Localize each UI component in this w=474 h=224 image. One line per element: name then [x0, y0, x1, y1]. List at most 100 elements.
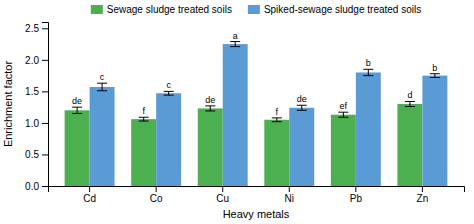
error-bar: [363, 69, 373, 75]
tick-mark: [89, 186, 90, 192]
tick: Ni: [285, 186, 294, 204]
tick: 0.5: [25, 149, 48, 160]
tick-label: Cd: [83, 193, 96, 204]
error-line: [276, 118, 277, 122]
bar: [422, 76, 447, 186]
tick: Co: [150, 186, 163, 204]
error-line: [143, 117, 144, 121]
tick-label: 1.0: [25, 118, 39, 129]
bar: [223, 44, 248, 186]
error-cap: [97, 83, 107, 84]
tick: Cu: [216, 186, 229, 204]
tick-label: 2.5: [25, 23, 39, 34]
y-axis-title: Enrichment factor: [2, 61, 14, 148]
error-cap: [405, 106, 415, 107]
error-cap: [205, 110, 215, 111]
error-line: [301, 105, 302, 110]
error-cap: [297, 105, 307, 106]
tick-mark: [42, 60, 48, 61]
tick-mark: [355, 186, 356, 192]
error-line: [77, 107, 78, 113]
tick-label: 0.5: [25, 149, 39, 160]
bar: [264, 120, 289, 186]
error-cap: [272, 117, 282, 118]
annotation: f: [142, 106, 145, 116]
annotation: de: [205, 95, 215, 105]
bar: [289, 108, 314, 186]
tick-mark: [222, 186, 223, 192]
error-bar: [164, 91, 174, 95]
error-line: [409, 101, 410, 106]
error-cap: [139, 121, 149, 122]
error-cap: [230, 41, 240, 42]
tick-mark: [289, 186, 290, 192]
tick-label: 1.5: [25, 86, 39, 97]
tick-mark: [422, 186, 423, 192]
plot-area: 0.00.51.01.52.02.5CdCoCuNiPbZndefdefefdc…: [25, 23, 464, 205]
error-cap: [430, 77, 440, 78]
tick-label: Pb: [350, 193, 363, 204]
tick-label: Ni: [285, 193, 294, 204]
error-cap: [230, 46, 240, 47]
tick: 0.0: [25, 181, 48, 192]
tick-label: 2.0: [25, 55, 39, 66]
error-cap: [164, 95, 174, 96]
tick-mark: [156, 186, 157, 192]
y-axis: 0.0 0.5 1.0 1.5 2.0 2.5: [25, 23, 48, 192]
bar: [90, 87, 115, 186]
error-line: [168, 91, 169, 95]
error-cap: [205, 105, 215, 106]
tick-mark: [42, 123, 48, 124]
error-bar: [205, 106, 215, 111]
error-cap: [272, 121, 282, 122]
annotation: b: [366, 58, 371, 68]
tick-label: Zn: [417, 193, 429, 204]
series: [90, 42, 448, 186]
error-cap: [363, 75, 373, 76]
bar: [198, 108, 223, 186]
tick: 2.0: [25, 55, 48, 66]
legend-label: Sewage sludge treated soils: [107, 4, 232, 15]
error-line: [235, 42, 236, 47]
tick-mark: [42, 154, 48, 155]
error-bar: [139, 117, 149, 121]
error-cap: [72, 113, 82, 114]
error-cap: [430, 73, 440, 74]
error-bar: [430, 74, 440, 78]
tick-mark: [42, 186, 48, 187]
legend-swatch: [248, 5, 260, 14]
tick: 2.5: [25, 23, 48, 34]
legend-label: Spiked-sewage sludge treated soils: [264, 4, 421, 15]
bar: [65, 110, 90, 186]
tick: Zn: [417, 186, 429, 204]
tick-mark: [42, 28, 48, 29]
chart: 0.00.51.01.52.02.5CdCoCuNiPbZndefdefefdc…: [0, 0, 474, 224]
annotation: c: [166, 80, 171, 90]
error-bar: [230, 42, 240, 47]
error-cap: [97, 90, 107, 91]
annotations: defdefefdccadebb: [72, 31, 437, 117]
tick: 1.0: [25, 118, 48, 129]
error-cap: [405, 101, 415, 102]
annotation: ef: [340, 101, 348, 111]
legend-item: Sewage sludge treated soils: [91, 4, 232, 15]
error-line: [434, 74, 435, 78]
error-cap: [363, 69, 373, 70]
error-bar: [338, 112, 348, 117]
annotation: de: [72, 96, 82, 106]
error-line: [368, 69, 369, 75]
bar: [156, 93, 181, 186]
x-axis: Cd Co Cu Ni Pb Zn: [49, 186, 465, 204]
error-line: [343, 112, 344, 117]
bar: [331, 115, 356, 186]
error-bar: [72, 107, 82, 113]
annotation: de: [297, 94, 307, 104]
tick: Pb: [350, 186, 363, 204]
legend-item: Spiked-sewage sludge treated soils: [248, 4, 421, 15]
error-cap: [72, 107, 82, 108]
error-cap: [297, 110, 307, 111]
annotation: a: [233, 31, 238, 41]
error-bar: [297, 105, 307, 110]
error-cap: [164, 91, 174, 92]
error-line: [102, 83, 103, 91]
